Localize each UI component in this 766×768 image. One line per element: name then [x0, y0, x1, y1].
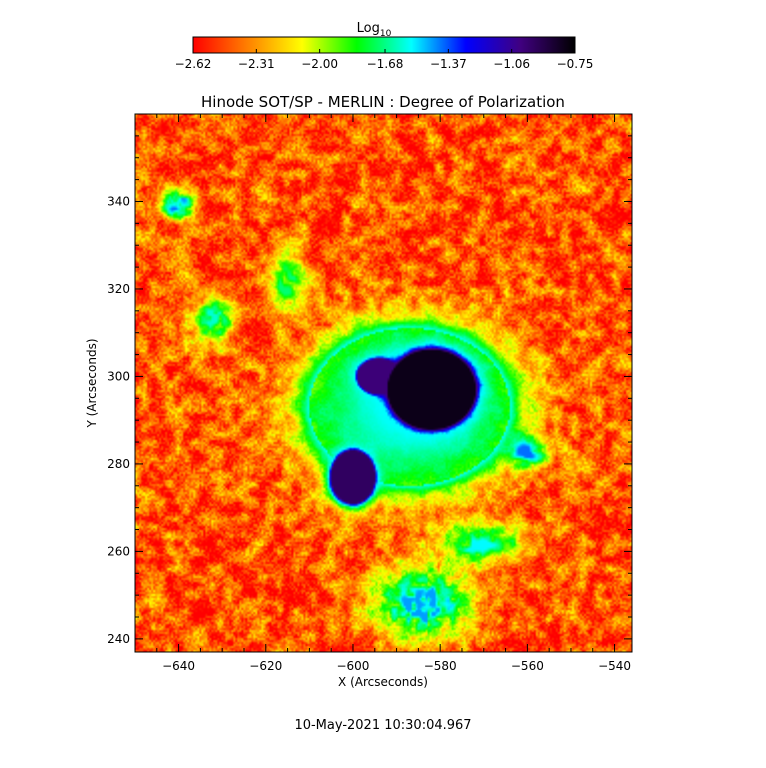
colorbar-tick-label: −2.62: [175, 57, 212, 71]
y-tick-label: 240: [107, 632, 130, 646]
x-tick-label: −620: [249, 659, 282, 673]
y-tick-label: 340: [107, 194, 130, 208]
heatmap-raster: [135, 114, 632, 652]
colorbar-ticks: −2.62 −2.31 −2.00 −1.68 −1.37 −1.06 −0.75: [175, 49, 594, 71]
y-axis-label: Y (Arcseconds): [85, 338, 99, 428]
x-tick-label: −640: [162, 659, 195, 673]
x-axis: −640 −620 −600 −580 −560 −540: [156, 114, 631, 673]
heatmap-image: [135, 114, 632, 652]
y-tick-label: 260: [107, 544, 130, 558]
colorbar-tick-label: −1.68: [367, 57, 404, 71]
colorbar-tick-label: −1.06: [493, 57, 530, 71]
timestamp: 10-May-2021 10:30:04.967: [294, 718, 471, 733]
colorbar-gradient: [192, 36, 576, 54]
colorbar-tick-label: −1.37: [430, 57, 467, 71]
colorbar-tick-label: −2.00: [301, 57, 338, 71]
plot-frame: [134, 113, 633, 653]
y-tick-label: 300: [107, 369, 130, 383]
x-tick-label: −560: [511, 659, 544, 673]
y-tick-label: 320: [107, 282, 130, 296]
chart-title: Hinode SOT/SP - MERLIN : Degree of Polar…: [201, 93, 565, 111]
colorbar-tick-label: −0.75: [557, 57, 594, 71]
x-tick-label: −540: [598, 659, 631, 673]
x-axis-label: X (Arcseconds): [338, 675, 428, 689]
colorbar-tick-label: −2.31: [238, 57, 275, 71]
y-tick-label: 280: [107, 457, 130, 471]
x-tick-label: −580: [424, 659, 457, 673]
y-axis: 240 260 280 300 320 340: [107, 113, 632, 646]
colorbar-label: Log10: [357, 21, 392, 39]
x-tick-label: −600: [336, 659, 369, 673]
colorbar: Log10 −2.62 −2.31 −2.00 −1.68 −1.37 −1.06 −0.7…: [175, 21, 594, 71]
